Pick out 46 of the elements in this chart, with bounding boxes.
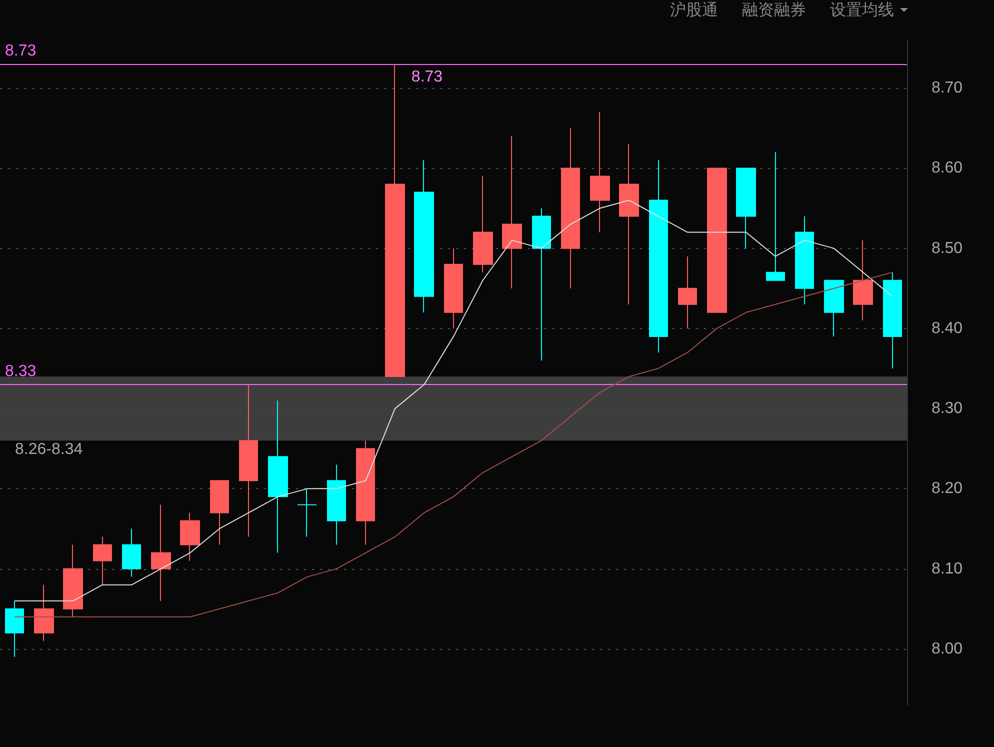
candlestick [649,160,668,353]
candlestick [151,504,171,602]
y-tick-label: 8.40 [931,320,963,337]
candlestick [63,544,83,618]
candlestick [824,280,844,337]
candlestick [766,152,785,281]
candlestick [268,400,288,554]
candlestick [180,512,200,562]
candlestick [210,480,229,546]
candlestick [590,112,610,233]
candlestick [502,136,522,289]
candlestick [707,168,727,313]
candlestick [5,600,24,658]
band-label: 8.26-8.34 [15,441,83,458]
candlestick [385,64,405,378]
candlestick [327,464,346,546]
text: 融资融券 [742,0,806,20]
candlestick [736,168,756,249]
candlestick [561,128,580,289]
candlestick [853,240,873,321]
candlestick [356,440,375,546]
y-tick-label: 8.70 [931,80,963,97]
y-tick-label: 8.00 [931,640,963,658]
candlestick [93,536,112,586]
y-tick-label: 8.50 [931,240,963,257]
candlestick [795,216,814,305]
y-tick-label: 8.60 [931,160,963,177]
candlestick [883,272,902,369]
ref-line-label: 8.73 [5,42,36,60]
y-tick-label: 8.30 [931,400,963,418]
candlestick [678,256,697,329]
text: 设置均线 [830,0,894,20]
y-tick-label: 8.20 [931,480,963,498]
annotation: 8.73 [411,68,443,86]
candlestick [122,528,141,578]
candlestick [297,488,317,538]
y-tick-label: 8.10 [931,560,963,578]
candlestick [414,160,434,313]
candlestick [473,176,493,273]
ref-line-label: 8.33 [5,363,36,380]
candlestick [532,208,551,361]
candlestick [239,384,258,538]
candlestick [34,584,54,642]
text: 沪股通 [670,0,718,20]
candlestick [619,144,639,305]
candlestick [444,248,463,329]
